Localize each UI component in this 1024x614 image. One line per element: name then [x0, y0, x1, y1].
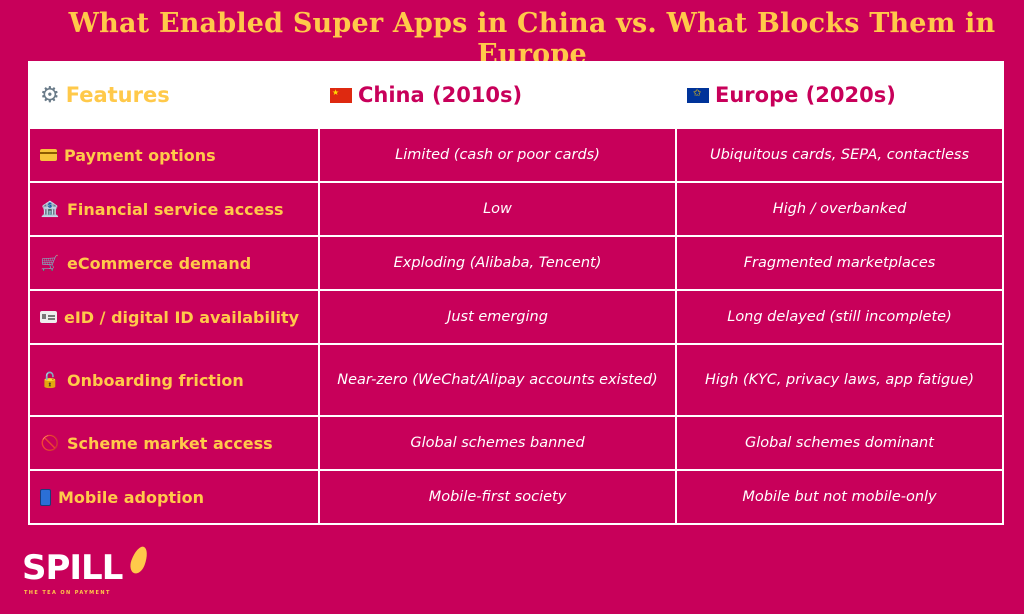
feature-label: Onboarding friction	[67, 370, 244, 390]
logo-name: SPILL	[22, 548, 123, 588]
header-features: ⚙ Features	[28, 61, 320, 129]
europe-value: High (KYC, privacy laws, app fatigue)	[675, 343, 1004, 417]
table-row: 🏦 Financial service access Low High / ov…	[28, 181, 1004, 237]
feature-cell: Payment options	[28, 127, 320, 183]
header-china: China (2010s)	[318, 61, 677, 129]
comparison-table: ⚙ Features China (2010s) Europe (2020s)	[28, 61, 1004, 525]
feature-cell: 🔓 Onboarding friction	[28, 343, 320, 417]
feature-cell: eID / digital ID availability	[28, 289, 320, 345]
table-row: 🚫 Scheme market access Global schemes ba…	[28, 415, 1004, 471]
feature-cell: 🚫 Scheme market access	[28, 415, 320, 471]
feature-cell: 🛒 eCommerce demand	[28, 235, 320, 291]
china-value: Global schemes banned	[318, 415, 677, 471]
shopping-cart-icon: 🛒	[40, 254, 60, 272]
feature-label: Mobile adoption	[58, 487, 204, 507]
feature-label: Financial service access	[67, 199, 284, 219]
page-title: What Enabled Super Apps in China vs. Wha…	[68, 8, 996, 70]
eu-flag-icon	[687, 87, 709, 103]
spill-logo: SPILL THE TEA ON PAYMENT	[22, 544, 162, 606]
tea-drop-icon	[127, 544, 151, 576]
table-header-row: ⚙ Features China (2010s) Europe (2020s)	[28, 61, 1004, 129]
id-card-icon	[40, 311, 57, 323]
china-value: Mobile-first society	[318, 469, 677, 525]
feature-label: eID / digital ID availability	[64, 307, 300, 327]
china-value: Just emerging	[318, 289, 677, 345]
header-europe: Europe (2020s)	[675, 61, 1004, 129]
china-value: Near-zero (WeChat/Alipay accounts existe…	[318, 343, 677, 417]
gear-icon: ⚙	[40, 82, 60, 108]
header-europe-label: Europe (2020s)	[715, 83, 896, 107]
table-row: eID / digital ID availability Just emerg…	[28, 289, 1004, 345]
feature-label: Payment options	[64, 145, 216, 165]
europe-value: High / overbanked	[675, 181, 1004, 237]
china-value: Limited (cash or poor cards)	[318, 127, 677, 183]
china-value: Exploding (Alibaba, Tencent)	[318, 235, 677, 291]
feature-label: eCommerce demand	[67, 253, 252, 273]
prohibited-icon: 🚫	[40, 434, 60, 452]
feature-label: Scheme market access	[67, 433, 273, 453]
logo-tagline: THE TEA ON PAYMENT	[24, 590, 111, 596]
table-row: 🛒 eCommerce demand Exploding (Alibaba, T…	[28, 235, 1004, 291]
europe-value: Fragmented marketplaces	[675, 235, 1004, 291]
table-row: Payment options Limited (cash or poor ca…	[28, 127, 1004, 183]
table-row: Mobile adoption Mobile-first society Mob…	[28, 469, 1004, 525]
europe-value: Long delayed (still incomplete)	[675, 289, 1004, 345]
europe-value: Ubiquitous cards, SEPA, contactless	[675, 127, 1004, 183]
bank-icon: 🏦	[40, 200, 60, 218]
europe-value: Mobile but not mobile-only	[675, 469, 1004, 525]
feature-cell: 🏦 Financial service access	[28, 181, 320, 237]
header-features-label: Features	[65, 83, 170, 107]
credit-card-icon	[40, 149, 57, 161]
mobile-phone-icon	[40, 488, 51, 506]
table-row: 🔓 Onboarding friction Near-zero (WeChat/…	[28, 343, 1004, 417]
unlocked-padlock-icon: 🔓	[40, 371, 60, 389]
china-flag-icon	[330, 87, 352, 103]
china-value: Low	[318, 181, 677, 237]
header-china-label: China (2010s)	[358, 83, 523, 107]
feature-cell: Mobile adoption	[28, 469, 320, 525]
europe-value: Global schemes dominant	[675, 415, 1004, 471]
